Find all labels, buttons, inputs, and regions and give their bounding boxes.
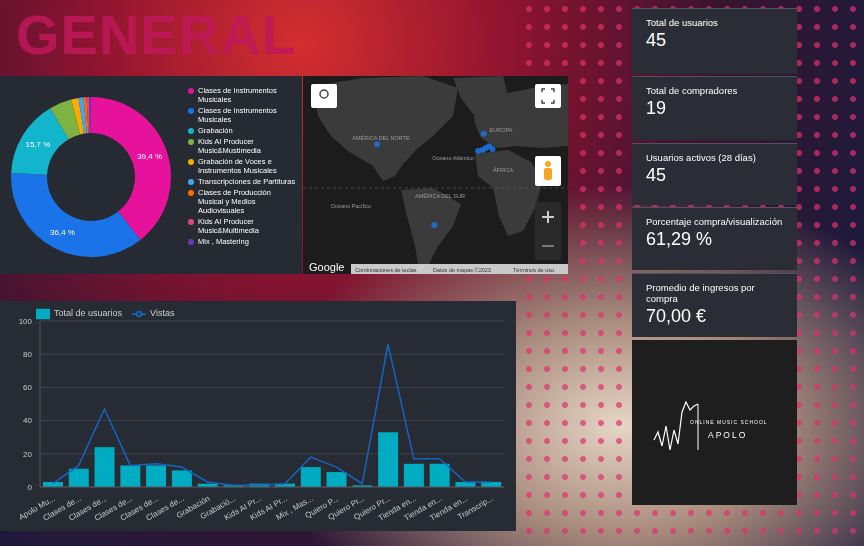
html-text:Vistas: Vistas xyxy=(150,308,175,319)
svg-text:APOLO: APOLO xyxy=(708,430,747,440)
svg-text:Clases de...: Clases de... xyxy=(118,493,160,523)
svg-text:Quiero Pr...: Quiero Pr... xyxy=(352,493,392,522)
html-text:Kids AI Producer Music&Multime: Kids AI Producer Music&Multimedia xyxy=(198,217,259,235)
html-text:GENERAL: GENERAL xyxy=(16,3,297,66)
svg-text:ÁFRICA: ÁFRICA xyxy=(493,167,514,173)
html-text:Total de usuarios: Total de usuarios xyxy=(646,17,718,28)
svg-text:AMÉRICA DEL SUR: AMÉRICA DEL SUR xyxy=(415,193,465,199)
svg-text:100: 100 xyxy=(19,317,33,326)
svg-text:Océano Pacífico: Océano Pacífico xyxy=(331,203,371,209)
html-text:Mix , Mastering: Mix , Mastering xyxy=(198,237,249,246)
svg-text:Clases de...: Clases de... xyxy=(144,493,186,523)
html-text:Clases de Producción Musical y: Clases de Producción Musical y Medios Au… xyxy=(198,188,271,215)
html-text:Kids AI Producer Music&Mustime: Kids AI Producer Music&Mustimedia xyxy=(198,137,261,155)
html-text:Total de compradores: Total de compradores xyxy=(646,85,738,96)
html-text:Transcripciones de Partituras: Transcripciones de Partituras xyxy=(198,177,296,186)
svg-text:Términos de uso: Términos de uso xyxy=(513,267,554,273)
svg-text:0: 0 xyxy=(28,483,33,492)
html-text:Promedio de ingresos por compr: Promedio de ingresos por compra xyxy=(646,282,755,304)
svg-text:15,7 %: 15,7 % xyxy=(25,140,50,149)
html-text:Porcentaje compra/visualizació: Porcentaje compra/visualización xyxy=(646,216,783,227)
html-text:Total de usuarios: Total de usuarios xyxy=(54,308,122,319)
svg-text:36,4 %: 36,4 % xyxy=(50,228,75,237)
svg-text:ONLINE MUSIC SCHOOL: ONLINE MUSIC SCHOOL xyxy=(690,419,768,425)
svg-text:Combinaciones de teclas: Combinaciones de teclas xyxy=(355,267,417,273)
svg-text:40: 40 xyxy=(23,416,32,425)
html-text:Usuarios activos (28 días): Usuarios activos (28 días) xyxy=(646,152,756,163)
svg-text:60: 60 xyxy=(23,383,32,392)
svg-text:Clases de...: Clases de... xyxy=(67,493,109,523)
html-text:45: 45 xyxy=(646,165,666,185)
svg-text:Océano Atlántico: Océano Atlántico xyxy=(432,155,474,161)
html-text:Grabación de Voces e Instrumen: Grabación de Voces e Instrumentos Musica… xyxy=(198,157,277,175)
svg-text:Google: Google xyxy=(309,261,344,273)
html-text:Grabación: Grabación xyxy=(198,126,233,135)
svg-text:Clases de...: Clases de... xyxy=(93,493,135,523)
svg-text:Grabación: Grabación xyxy=(174,493,212,521)
svg-text:Quiero P...: Quiero P... xyxy=(303,493,341,521)
svg-text:Tienda en...: Tienda en... xyxy=(402,493,444,523)
svg-text:Quiero Pr...: Quiero Pr... xyxy=(326,493,367,522)
svg-text:Apolo Mu...: Apolo Mu... xyxy=(17,493,57,522)
svg-text:Grabació...: Grabació... xyxy=(198,493,238,522)
svg-text:Kids AI Pr...: Kids AI Pr... xyxy=(248,493,289,523)
svg-text:Mix , Mas...: Mix , Mas... xyxy=(274,493,315,523)
html-text:61,29 %: 61,29 % xyxy=(646,229,713,249)
html-text:19: 19 xyxy=(646,98,666,118)
svg-text:Tienda en...: Tienda en... xyxy=(376,493,418,523)
svg-text:80: 80 xyxy=(23,350,32,359)
html-text:70,00 €: 70,00 € xyxy=(646,306,707,326)
svg-text:EUROPA: EUROPA xyxy=(490,127,513,133)
svg-text:Kids AI Pr...: Kids AI Pr... xyxy=(222,493,263,523)
svg-text:Transcrip...: Transcrip... xyxy=(456,494,495,522)
html-text:Clases de Instrumentos Musical: Clases de Instrumentos Musicales xyxy=(198,86,277,104)
svg-text:Tienda en...: Tienda en... xyxy=(428,493,470,523)
svg-text:Datos de mapas ©2023: Datos de mapas ©2023 xyxy=(433,267,491,273)
html-text:45: 45 xyxy=(646,30,666,50)
svg-text:20: 20 xyxy=(23,450,32,459)
svg-text:39,4 %: 39,4 % xyxy=(137,152,162,161)
svg-text:AMÉRICA DEL NORTE: AMÉRICA DEL NORTE xyxy=(352,135,410,141)
svg-text:Clases de...: Clases de... xyxy=(41,493,83,523)
html-text:Clases de Instrumentos Musical: Clases de Instrumentos Musicales xyxy=(198,106,277,124)
